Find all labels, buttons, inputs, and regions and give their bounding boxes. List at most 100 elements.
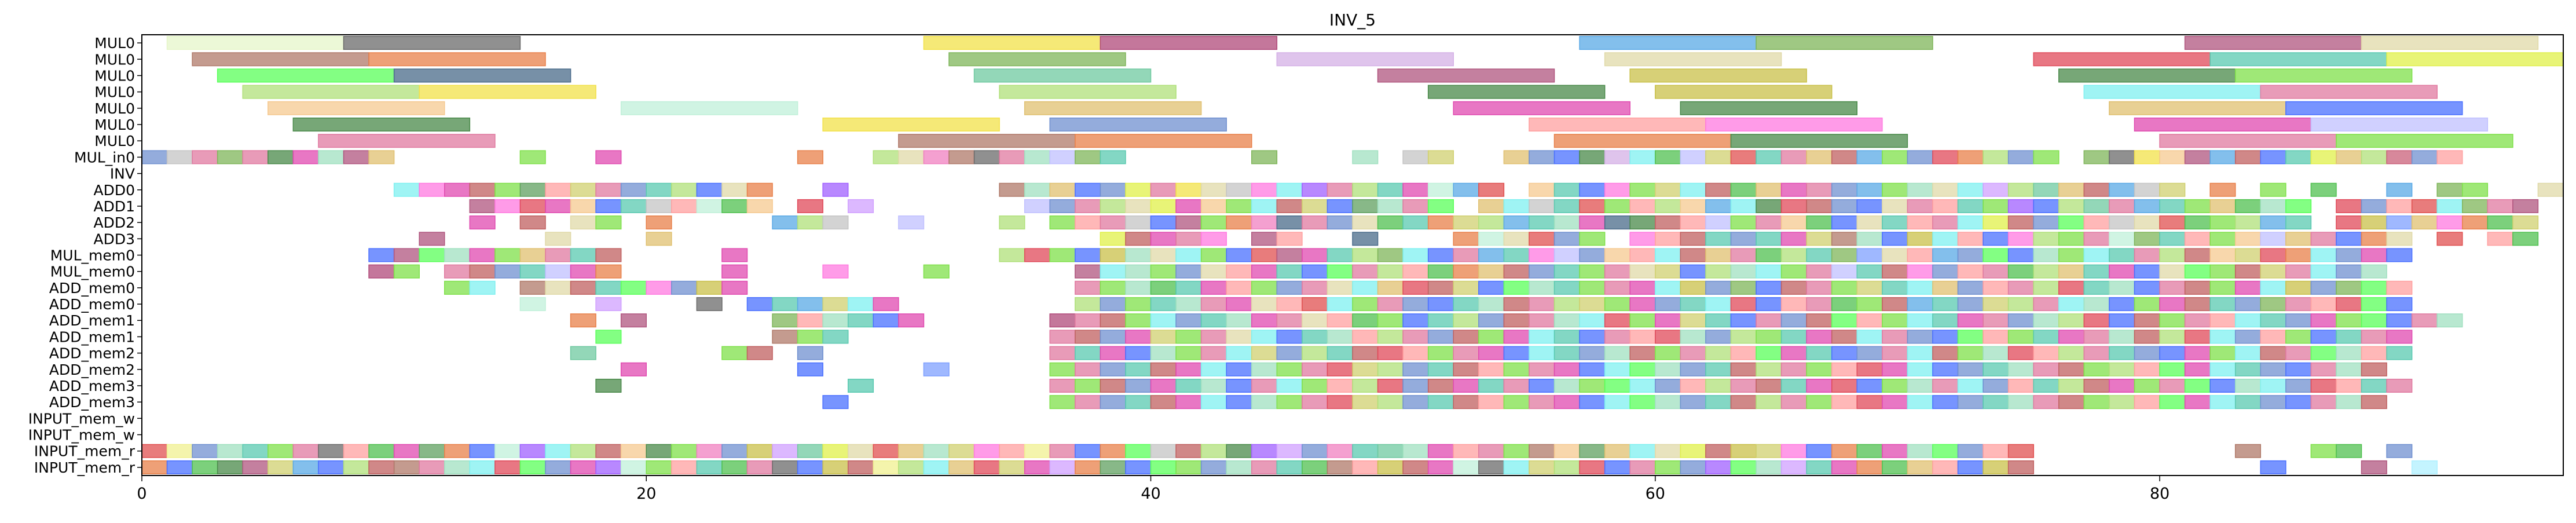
bar-147 [1377, 182, 1404, 197]
bar-900 [1780, 378, 1807, 393]
bar-289 [1604, 215, 1630, 230]
bar-463 [1276, 264, 1303, 279]
bar-783 [1655, 346, 1681, 360]
bar-613 [1907, 297, 1933, 312]
bar-1100 [1200, 460, 1227, 474]
bar-946 [1553, 395, 1580, 409]
bar-119 [469, 182, 496, 197]
bar-1077 [620, 460, 647, 474]
bar-830 [1402, 362, 1429, 376]
bar-19 [1377, 68, 1555, 83]
bar-377 [393, 248, 420, 262]
bar-726 [1680, 330, 1706, 344]
bar-681 [2058, 313, 2085, 328]
bar-475 [1579, 264, 1606, 279]
bar-781 [1604, 346, 1630, 360]
bar-863 [2234, 362, 2261, 376]
bar-15 [2386, 52, 2564, 67]
bar-139 [1175, 182, 1202, 197]
bar-461 [1226, 264, 1252, 279]
bar-291 [1655, 215, 1681, 230]
bar-766 [1226, 346, 1252, 360]
bar-68 [973, 150, 1000, 164]
bar-165 [1856, 182, 1883, 197]
bar-1066 [343, 460, 369, 474]
bar-496 [2109, 264, 2135, 279]
bar-112 [2386, 150, 2413, 164]
bar-922 [2336, 378, 2362, 393]
bar-160 [1730, 182, 1757, 197]
bar-748 [2234, 330, 2261, 344]
bar-23 [242, 85, 420, 99]
bar-590 [1327, 297, 1353, 312]
bar-431 [2109, 248, 2135, 262]
bar-1014 [1024, 444, 1050, 458]
bar-181 [2386, 182, 2413, 197]
bar-439 [2310, 248, 2337, 262]
bar-687 [2209, 313, 2236, 328]
bar-983 [242, 444, 269, 458]
bar-1026 [1327, 444, 1353, 458]
bar-1129 [1932, 460, 1959, 474]
bar-709 [1251, 330, 1278, 344]
bar-622 [2134, 297, 2160, 312]
bar-661 [1553, 313, 1580, 328]
bar-362 [2134, 232, 2160, 246]
bar-1081 [721, 460, 748, 474]
bar-367 [2260, 232, 2286, 246]
bar-302 [1932, 215, 1959, 230]
bar-609 [1806, 297, 1833, 312]
bar-574 [746, 297, 773, 312]
bar-492 [2007, 264, 2034, 279]
bar-727 [1705, 330, 1732, 344]
bar-234 [1932, 199, 1959, 213]
bar-720 [1529, 330, 1555, 344]
bar-699 [797, 330, 823, 344]
bar-577 [822, 297, 849, 312]
bar-423 [1907, 248, 1933, 262]
bar-192 [646, 199, 672, 213]
bar-305 [2007, 215, 2034, 230]
bar-41 [1705, 117, 1883, 132]
bar-565 [2260, 280, 2286, 295]
bar-182 [2436, 182, 2463, 197]
bar-1068 [393, 460, 420, 474]
bar-825 [1276, 362, 1303, 376]
bar-760 [1075, 346, 1101, 360]
bar-82 [1604, 150, 1630, 164]
bar-651 [1302, 313, 1328, 328]
bar-1067 [368, 460, 395, 474]
bar-989 [393, 444, 420, 458]
bar-266 [999, 215, 1025, 230]
bar-773 [1402, 346, 1429, 360]
bar-1053 [2007, 444, 2034, 458]
bar-905 [1907, 378, 1933, 393]
y-tick-label-11: ADD2 [93, 214, 135, 231]
bar-923 [2361, 378, 2387, 393]
bar-610 [1831, 297, 1857, 312]
bar-937 [1327, 395, 1353, 409]
bar-355 [1957, 232, 1984, 246]
bar-124 [595, 182, 622, 197]
bar-215 [1427, 199, 1454, 213]
bar-740 [2033, 330, 2060, 344]
bar-420 [1831, 248, 1857, 262]
bar-686 [2184, 313, 2211, 328]
bar-30 [268, 101, 445, 115]
y-axis: MUL0MUL0MUL0MUL0MUL0MUL0MUL0MUL_in0INVAD… [28, 35, 142, 476]
bar-575 [772, 297, 798, 312]
bar-1096 [1100, 460, 1126, 474]
bar-200 [1049, 199, 1076, 213]
bar-229 [1806, 199, 1833, 213]
bar-230 [1831, 199, 1857, 213]
bar-225 [1705, 199, 1732, 213]
bar-271 [1150, 215, 1177, 230]
bar-98 [2007, 150, 2034, 164]
bar-655 [1402, 313, 1429, 328]
bar-558 [2083, 280, 2110, 295]
bar-1130 [1957, 460, 1984, 474]
bar-337 [1478, 232, 1505, 246]
bar-525 [1251, 280, 1278, 295]
bar-528 [1327, 280, 1353, 295]
bar-425 [1957, 248, 1984, 262]
